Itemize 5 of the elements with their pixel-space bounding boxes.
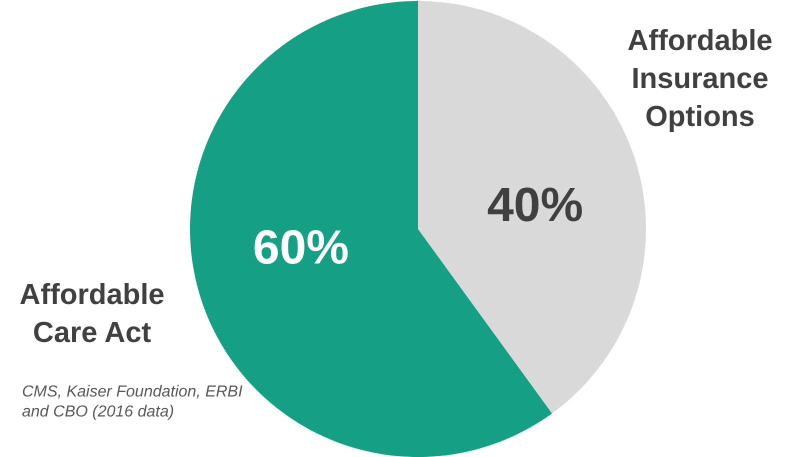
data-label: 40%	[487, 179, 584, 232]
text: CMS, Kaiser Foundation, ERBI and CBO (2016 data)	[22, 383, 244, 420]
slice-label: Affordable Insurance Options	[628, 25, 772, 133]
slice-label: Affordable Care Act	[20, 279, 164, 349]
data-label: 60%	[252, 221, 349, 274]
